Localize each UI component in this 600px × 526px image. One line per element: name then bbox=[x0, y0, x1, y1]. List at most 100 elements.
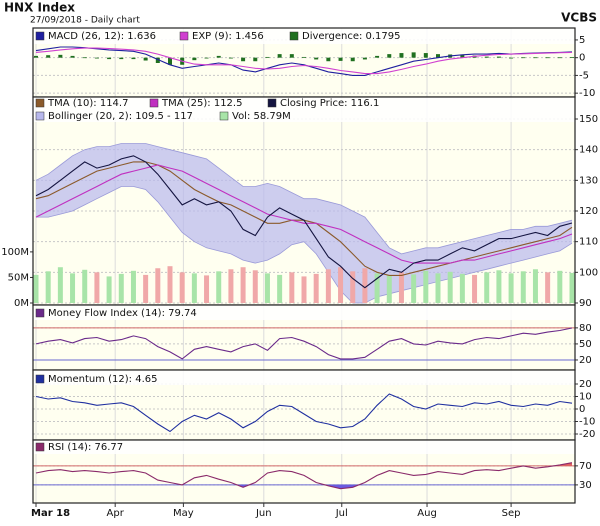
volume-bar bbox=[362, 268, 368, 303]
threshold-fill bbox=[553, 462, 572, 466]
volume-bar bbox=[204, 275, 210, 303]
divergence-bar bbox=[253, 57, 258, 62]
y-tick-label: 30 bbox=[579, 480, 592, 491]
divergence-bar bbox=[168, 57, 172, 65]
divergence-bar bbox=[241, 57, 246, 62]
divergence-bar bbox=[436, 54, 440, 58]
divergence-bar bbox=[314, 57, 319, 60]
y2-tick-label: 50M bbox=[8, 272, 29, 283]
legend-strip bbox=[33, 440, 575, 454]
divergence-bar bbox=[399, 53, 404, 58]
volume-bar bbox=[520, 271, 526, 303]
divergence-bar bbox=[107, 57, 112, 60]
divergence-bar bbox=[521, 57, 526, 59]
divergence-bar bbox=[58, 54, 63, 58]
volume-bar bbox=[240, 267, 246, 303]
legend-swatch bbox=[35, 442, 45, 452]
y-tick-label: -5 bbox=[579, 70, 589, 81]
y-tick-label: 140 bbox=[579, 145, 598, 156]
series-line bbox=[35, 47, 573, 75]
divergence-bar bbox=[326, 57, 331, 62]
volume-bar bbox=[179, 272, 185, 303]
volume-bar bbox=[289, 272, 295, 303]
series-line bbox=[35, 327, 573, 360]
volume-bar bbox=[155, 268, 161, 303]
y-tick-label: 10 bbox=[579, 392, 592, 403]
volume-bar bbox=[459, 273, 465, 303]
divergence-bar bbox=[82, 57, 87, 59]
divergence-bar bbox=[375, 55, 380, 58]
legend-swatch bbox=[219, 111, 229, 121]
volume-bar bbox=[191, 273, 197, 303]
volume-bar bbox=[557, 270, 563, 303]
y-tick-label: 20 bbox=[579, 355, 592, 366]
y2-tick-label: 100M bbox=[1, 247, 29, 258]
divergence-bar bbox=[70, 55, 75, 58]
divergence-bar bbox=[302, 56, 306, 58]
volume-bar bbox=[252, 270, 258, 303]
series-line bbox=[35, 393, 573, 433]
y-tick-label: 5 bbox=[579, 35, 585, 46]
legend-label: Closing Price: 116.1 bbox=[280, 98, 379, 109]
y-tick-label: 70 bbox=[579, 461, 592, 472]
volume-bar bbox=[313, 273, 319, 303]
volume-bar bbox=[143, 274, 149, 303]
volume-bar bbox=[94, 272, 100, 303]
x-tick-label: Apr bbox=[107, 508, 125, 519]
divergence-bar bbox=[131, 57, 136, 60]
divergence-bar bbox=[94, 57, 99, 59]
volume-bar bbox=[411, 274, 417, 303]
divergence-bar bbox=[265, 56, 270, 58]
divergence-bar bbox=[387, 54, 392, 58]
volume-bar bbox=[398, 272, 404, 303]
legend-label: Money Flow Index (14): 79.74 bbox=[48, 308, 197, 319]
divergence-bar bbox=[119, 57, 124, 60]
legend-swatch bbox=[267, 98, 277, 108]
legend-label: TMA (10): 114.7 bbox=[47, 98, 128, 109]
divergence-bar bbox=[350, 57, 355, 62]
volume-bar bbox=[118, 273, 124, 303]
brand: VCBS bbox=[561, 11, 597, 25]
y-tick-label: 50 bbox=[579, 339, 592, 350]
volume-bar bbox=[508, 273, 514, 303]
x-tick-label: Aug bbox=[417, 508, 437, 519]
volume-bar bbox=[82, 269, 88, 303]
chart-title: HNX Index bbox=[4, 1, 75, 15]
legend-label: Divergence: 0.1795 bbox=[302, 31, 401, 42]
volume-bar bbox=[264, 273, 270, 303]
y-tick-label: 0 bbox=[579, 53, 585, 64]
divergence-bar bbox=[533, 57, 538, 59]
panel-frame bbox=[32, 439, 576, 504]
legend-swatch bbox=[35, 308, 45, 318]
divergence-bar bbox=[460, 54, 465, 58]
series-line bbox=[35, 164, 573, 264]
divergence-bar bbox=[362, 57, 367, 60]
y-tick-label: 130 bbox=[579, 175, 598, 186]
legend-swatch bbox=[289, 31, 299, 41]
legend-strip bbox=[33, 370, 575, 385]
volume-bar bbox=[496, 270, 502, 303]
divergence-bar bbox=[289, 54, 294, 58]
y-tick-label: 100 bbox=[579, 267, 598, 278]
volume-bar bbox=[277, 274, 283, 303]
divergence-bar bbox=[155, 57, 160, 63]
legend-swatch bbox=[35, 98, 45, 108]
divergence-bar bbox=[143, 57, 148, 61]
volume-bar bbox=[325, 269, 331, 303]
y-tick-label: 120 bbox=[579, 206, 598, 217]
legend-label: Vol: 58.79M bbox=[232, 111, 291, 122]
y-tick-label: -10 bbox=[579, 417, 595, 428]
legend-swatch bbox=[179, 31, 189, 41]
x-tick-label: Mar 18 bbox=[31, 508, 70, 519]
y-tick-label: 20 bbox=[579, 379, 592, 390]
legend-label: EXP (9): 1.456 bbox=[192, 31, 264, 42]
legend-swatch bbox=[35, 111, 45, 121]
divergence-bar bbox=[216, 55, 221, 58]
divergence-bar bbox=[204, 57, 209, 59]
volume-bar bbox=[435, 273, 441, 303]
divergence-bar bbox=[509, 57, 514, 59]
divergence-bar bbox=[411, 52, 416, 58]
volume-bar bbox=[338, 267, 344, 303]
legend-label: Bollinger (20, 2): 109.5 - 117 bbox=[48, 111, 193, 122]
